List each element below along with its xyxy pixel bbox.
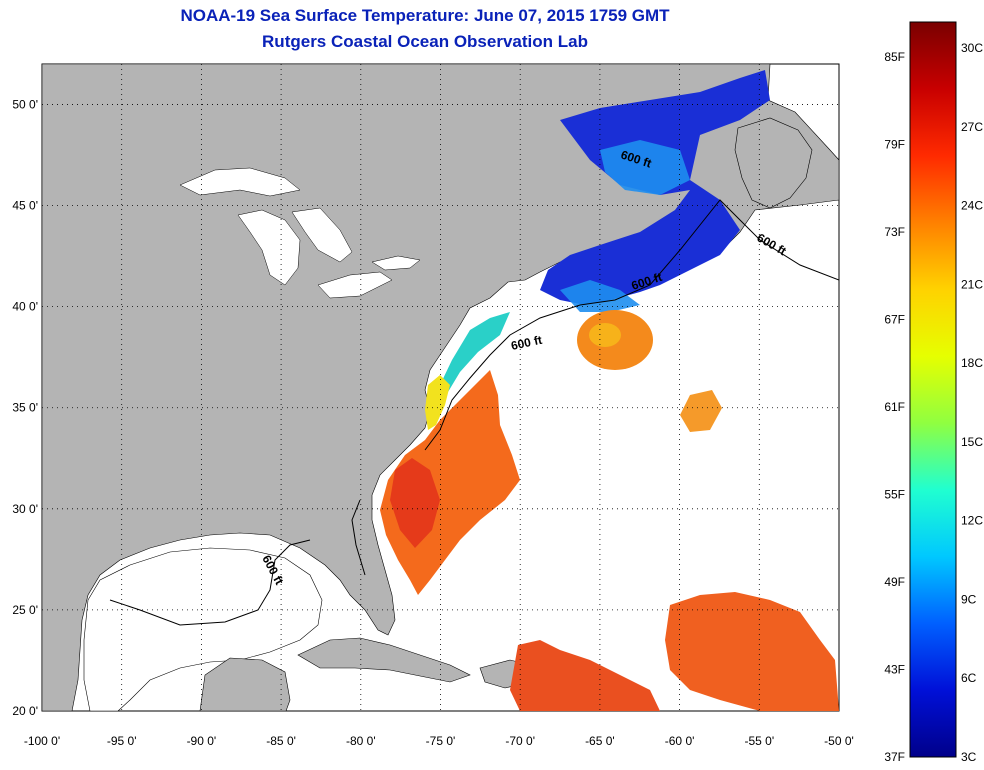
sst-nc-coast <box>425 375 450 430</box>
colorbar-celsius-label: 21C <box>961 277 983 291</box>
sst-warm-patch-southeast <box>665 592 839 711</box>
colorbar-celsius-label: 6C <box>961 671 977 685</box>
latitude-tick-label: 40 0' <box>12 300 38 314</box>
colorbar-fahrenheit-label: 67F <box>884 313 905 327</box>
longitude-tick-label: -75 0' <box>426 734 456 748</box>
gulf-shelf <box>83 547 323 711</box>
longitude-tick-label: -55 0' <box>744 734 774 748</box>
longitude-tick-label: -90 0' <box>187 734 217 748</box>
colorbar-fahrenheit-label: 73F <box>884 225 905 239</box>
land-newfoundland <box>734 117 813 209</box>
map-title: NOAA-19 Sea Surface Temperature: June 07… <box>180 6 670 25</box>
longitude-tick-label: -80 0' <box>346 734 376 748</box>
latitude-tick-labels: 50 0' 45 0' 40 0' 35 0' 30 0' 25 0' 20 0' <box>12 97 38 718</box>
longitude-tick-label: -60 0' <box>665 734 695 748</box>
longitude-tick-label: -95 0' <box>107 734 137 748</box>
colorbar-celsius-label: 30C <box>961 41 983 55</box>
latitude-tick-label: 50 0' <box>12 97 38 111</box>
contour-label-4: 600 ft <box>510 333 544 353</box>
colorbar-celsius-label: 3C <box>961 750 977 764</box>
great-lakes <box>179 167 421 299</box>
latitude-tick-label: 20 0' <box>12 704 38 718</box>
sst-warm-patch-south <box>510 640 660 711</box>
longitude-tick-labels: -100 0' -95 0' -90 0' -85 0' -80 0' -75 0' -70… <box>24 734 854 748</box>
colorbar-fahrenheit-label: 79F <box>884 138 905 152</box>
latitude-tick-label: 45 0' <box>12 199 38 213</box>
land-yucatan <box>199 657 291 711</box>
colorbar-fahrenheit-label: 49F <box>884 575 905 589</box>
colorbar-fahrenheit-label: 61F <box>884 400 905 414</box>
longitude-tick-label: -50 0' <box>824 734 854 748</box>
land-cuba <box>297 637 471 683</box>
longitude-tick-label: -65 0' <box>585 734 615 748</box>
colorbar-fahrenheit-label: 43F <box>884 663 905 677</box>
colorbar-celsius-label: 27C <box>961 120 983 134</box>
sst-gulf-stream-inner <box>390 458 440 548</box>
colorbar-fahrenheit-labels: 85F 79F 73F 67F 61F 55F 49F 43F 37F <box>884 50 905 764</box>
colorbar-celsius-label: 12C <box>961 514 983 528</box>
colorbar-celsius-label: 24C <box>961 199 983 213</box>
latitude-tick-label: 35 0' <box>12 401 38 415</box>
colorbar-celsius-label: 15C <box>961 435 983 449</box>
colorbar-celsius-label: 9C <box>961 592 977 606</box>
colorbar-fahrenheit-label: 37F <box>884 750 905 764</box>
map-subtitle: Rutgers Coastal Ocean Observation Lab <box>262 32 588 51</box>
colorbar-fahrenheit-label: 55F <box>884 488 905 502</box>
longitude-tick-label: -100 0' <box>24 734 60 748</box>
latitude-tick-label: 30 0' <box>12 502 38 516</box>
sst-cool-water <box>560 140 690 312</box>
sst-warm-eddy-center <box>589 323 621 347</box>
longitude-tick-label: -70 0' <box>505 734 535 748</box>
latitude-tick-label: 25 0' <box>12 603 38 617</box>
colorbar-celsius-label: 18C <box>961 356 983 370</box>
colorbar-celsius-labels: 30C 27C 24C 21C 18C 15C 12C 9C 6C 3C <box>961 41 983 764</box>
sst-midatlantic-shelf <box>428 312 510 425</box>
colorbar <box>909 21 957 758</box>
colorbar-fahrenheit-label: 85F <box>884 50 905 64</box>
longitude-tick-label: -85 0' <box>266 734 296 748</box>
sst-warm-patch-east <box>680 390 722 432</box>
